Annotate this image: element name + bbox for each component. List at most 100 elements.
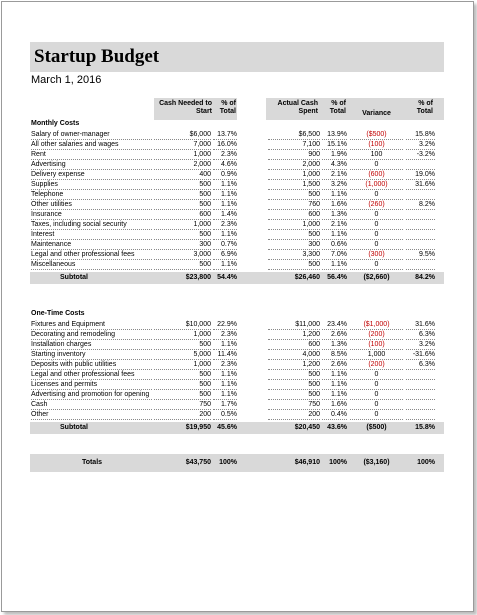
row-label: Salary of owner-manager	[31, 130, 152, 140]
cash-needed-cell: 500	[154, 370, 211, 380]
pct-variance-cell	[406, 400, 435, 410]
subtotal-variance: ($2,660)	[363, 274, 390, 281]
cash-needed-cell: 1,000	[154, 360, 211, 370]
totals-label: Totals	[81, 459, 103, 466]
variance-cell: 0	[350, 230, 403, 240]
subtotal-needed: $19,950	[185, 424, 211, 431]
header-pct-variance: % of Total	[416, 100, 433, 115]
pct-needed-cell: 1.1%	[213, 190, 237, 200]
pct-spent-cell: 1.1%	[322, 260, 347, 270]
subtotal-row: Subtotal $19,950 45.6% $20,450 43.6% ($500) 15…	[30, 422, 444, 434]
cash-needed-cell: 1,000	[154, 220, 211, 230]
cash-needed-cell: 300	[154, 240, 211, 250]
table-row: Deposits with public utilities 1,000 2.3% 1…	[30, 360, 444, 370]
table-row: Decorating and remodeling 1,000 2.3% 1,200 2…	[30, 330, 444, 340]
variance-cell: 100	[350, 150, 403, 160]
subtotal-row: Subtotal $23,800 54.4% $26,460 56.4% ($2,660)…	[30, 272, 444, 284]
variance-cell: 0	[350, 220, 403, 230]
variance-cell: 0	[350, 160, 403, 170]
header-pct-spent: % of Total	[329, 100, 346, 115]
actual-spent-cell: 500	[268, 190, 320, 200]
actual-spent-cell: 1,500	[268, 180, 320, 190]
row-label: Advertising	[31, 160, 152, 170]
cash-needed-cell: 500	[154, 180, 211, 190]
row-label: Telephone	[31, 190, 152, 200]
actual-spent-cell: 500	[268, 370, 320, 380]
row-label: Deposits with public utilities	[31, 360, 152, 370]
pct-spent-cell: 2.6%	[322, 330, 347, 340]
table-row: Insurance 600 1.4% 600 1.3% 0	[30, 210, 444, 220]
row-label: Delivery expense	[31, 170, 152, 180]
actual-spent-cell: 500	[268, 390, 320, 400]
pct-variance-cell	[406, 260, 435, 270]
cash-needed-cell: 1,000	[154, 330, 211, 340]
row-label: Advertising and promotion for opening	[31, 390, 152, 400]
cash-needed-cell: 500	[154, 200, 211, 210]
pct-spent-cell: 1.3%	[322, 340, 347, 350]
pct-variance-cell: 31.6%	[406, 180, 435, 190]
variance-cell: 0	[350, 410, 403, 420]
actual-spent-cell: 500	[268, 230, 320, 240]
subtotal-variance: ($500)	[366, 424, 387, 431]
pct-needed-cell: 1.1%	[213, 180, 237, 190]
pct-needed-cell: 2.3%	[213, 150, 237, 160]
pct-needed-cell: 2.3%	[213, 360, 237, 370]
subtotal-label: Subtotal	[60, 274, 88, 281]
monthly-costs-heading: Monthly Costs	[31, 120, 80, 127]
table-row: Salary of owner-manager $6,000 13.7% $6,500…	[30, 130, 444, 140]
pct-needed-cell: 13.7%	[213, 130, 237, 140]
pct-variance-cell	[406, 190, 435, 200]
pct-needed-cell: 0.7%	[213, 240, 237, 250]
pct-spent-cell: 13.9%	[322, 130, 347, 140]
pct-variance-cell: 3.2%	[406, 340, 435, 350]
cash-needed-cell: 500	[154, 340, 211, 350]
actual-spent-cell: 1,000	[268, 220, 320, 230]
pct-spent-cell: 1.6%	[322, 200, 347, 210]
table-row: Legal and other professional fees 500 1.1%…	[30, 370, 444, 380]
pct-variance-cell	[406, 390, 435, 400]
cash-needed-cell: 500	[154, 260, 211, 270]
variance-cell: 0	[350, 390, 403, 400]
pct-spent-cell: 2.6%	[322, 360, 347, 370]
table-row: Installation charges 500 1.1% 600 1.3% (100) 3…	[30, 340, 444, 350]
actual-spent-cell: 1,200	[268, 330, 320, 340]
pct-variance-cell	[406, 210, 435, 220]
actual-spent-cell: 3,300	[268, 250, 320, 260]
header-pct-needed: % of Total	[219, 100, 236, 115]
table-row: All other salaries and wages 7,000 16.0% 7,…	[30, 140, 444, 150]
subtotal-pct-variance: 15.8%	[415, 424, 435, 431]
totals-pct-needed: 100%	[219, 459, 237, 466]
cash-needed-cell: 2,000	[154, 160, 211, 170]
pct-spent-cell: 2.1%	[322, 170, 347, 180]
pct-variance-cell: 15.8%	[406, 130, 435, 140]
pct-spent-cell: 1.1%	[322, 390, 347, 400]
pct-variance-cell: 19.0%	[406, 170, 435, 180]
actual-spent-cell: $11,000	[268, 320, 320, 330]
page-title: Startup Budget	[34, 46, 160, 67]
pct-variance-cell	[406, 220, 435, 230]
pct-spent-cell: 23.4%	[322, 320, 347, 330]
variance-cell: (200)	[350, 330, 403, 340]
variance-cell: 0	[350, 210, 403, 220]
pct-needed-cell: 1.4%	[213, 210, 237, 220]
variance-cell: 0	[350, 260, 403, 270]
row-label: Fixtures and Equipment	[31, 320, 152, 330]
variance-cell: 0	[350, 240, 403, 250]
row-label: Licenses and permits	[31, 380, 152, 390]
pct-needed-cell: 1.1%	[213, 260, 237, 270]
table-row: Advertising 2,000 4.6% 2,000 4.3% 0	[30, 160, 444, 170]
pct-needed-cell: 1.1%	[213, 230, 237, 240]
pct-variance-cell: 31.6%	[406, 320, 435, 330]
row-label: Taxes, including social security	[31, 220, 152, 230]
pct-spent-cell: 15.1%	[322, 140, 347, 150]
pct-needed-cell: 1.1%	[213, 370, 237, 380]
pct-needed-cell: 1.7%	[213, 400, 237, 410]
variance-cell: (1,000)	[350, 180, 403, 190]
table-row: Other 200 0.5% 200 0.4% 0	[30, 410, 444, 420]
row-label: Other	[31, 410, 152, 420]
pct-variance-cell	[406, 410, 435, 420]
variance-cell: 0	[350, 190, 403, 200]
table-row: Other utilities 500 1.1% 760 1.6% (260) 8.2%	[30, 200, 444, 210]
variance-cell: (100)	[350, 140, 403, 150]
